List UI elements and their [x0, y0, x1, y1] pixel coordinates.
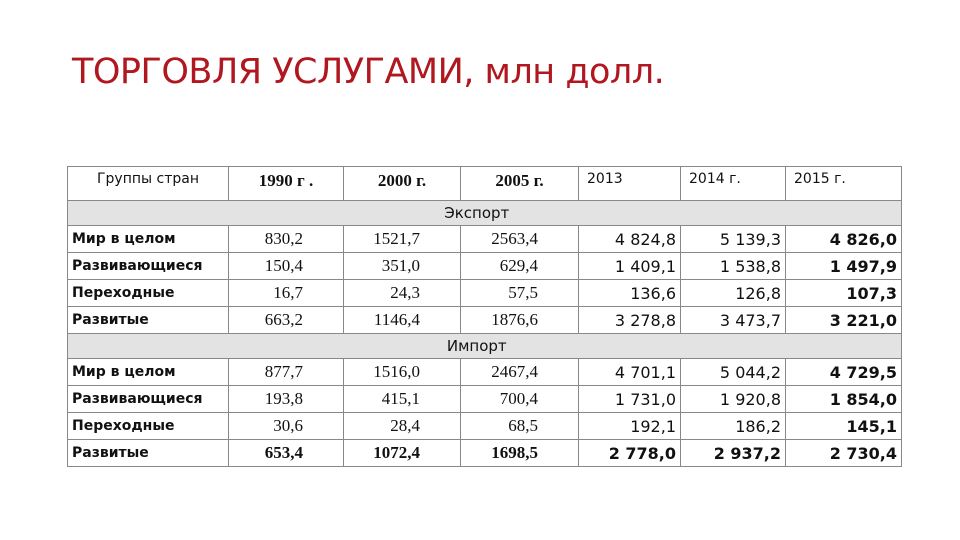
cell: 830,2	[228, 225, 344, 253]
row-label: Развивающиеся	[67, 252, 229, 280]
cell: 68,5	[460, 412, 579, 440]
cell: 1 538,8	[680, 252, 786, 280]
data-row: Развитые 653,4 1072,4 1698,5 2 778,0 2 937,2 2…	[67, 439, 902, 467]
header-row: Группы стран 1990 г . 2000 г. 2005 г. 2013 20…	[67, 166, 902, 201]
column-header: 2013	[578, 166, 681, 201]
data-row: Мир в целом 877,7 1516,0 2467,4 4 701,1 5 044…	[67, 358, 902, 386]
cell: 1698,5	[460, 439, 579, 467]
cell: 351,0	[343, 252, 461, 280]
cell: 1876,6	[460, 306, 579, 334]
cell: 24,3	[343, 279, 461, 307]
data-row: Переходные 30,6 28,4 68,5 192,1 186,2 145,1	[67, 412, 902, 440]
section-spacer	[67, 333, 229, 359]
cell: 1 731,0	[578, 385, 681, 413]
cell: 5 139,3	[680, 225, 786, 253]
trade-table: Группы стран 1990 г . 2000 г. 2005 г. 2013 20…	[67, 166, 902, 467]
cell: 145,1	[785, 412, 902, 440]
data-row: Развитые 663,2 1146,4 1876,6 3 278,8 3 473,7 3…	[67, 306, 902, 334]
cell: 2 937,2	[680, 439, 786, 467]
row-label: Развивающиеся	[67, 385, 229, 413]
cell: 16,7	[228, 279, 344, 307]
cell: 4 826,0	[785, 225, 902, 253]
cell: 1072,4	[343, 439, 461, 467]
cell: 2 730,4	[785, 439, 902, 467]
row-label: Переходные	[67, 412, 229, 440]
cell: 4 824,8	[578, 225, 681, 253]
column-header: 2000 г.	[343, 166, 461, 201]
row-label: Мир в целом	[67, 358, 229, 386]
cell: 193,8	[228, 385, 344, 413]
row-label: Развитые	[67, 439, 229, 467]
cell: 1146,4	[343, 306, 461, 334]
slide-title: ТОРГОВЛЯ УСЛУГАМИ, млн долл.	[72, 52, 665, 92]
column-header: 2015 г.	[785, 166, 902, 201]
row-label: Переходные	[67, 279, 229, 307]
cell: 3 278,8	[578, 306, 681, 334]
cell: 1 920,8	[680, 385, 786, 413]
row-label: Развитые	[67, 306, 229, 334]
section-spacer	[67, 200, 229, 226]
data-row: Переходные 16,7 24,3 57,5 136,6 126,8 107,3	[67, 279, 902, 307]
cell: 877,7	[228, 358, 344, 386]
cell: 28,4	[343, 412, 461, 440]
column-header: Группы стран	[67, 166, 229, 201]
cell: 1 854,0	[785, 385, 902, 413]
section-row: Экспорт	[67, 200, 902, 226]
cell: 186,2	[680, 412, 786, 440]
cell: 629,4	[460, 252, 579, 280]
cell: 4 701,1	[578, 358, 681, 386]
section-row: Импорт	[67, 333, 902, 359]
cell: 663,2	[228, 306, 344, 334]
cell: 126,8	[680, 279, 786, 307]
data-row: Развивающиеся 193,8 415,1 700,4 1 731,0 1 920…	[67, 385, 902, 413]
data-row: Мир в целом 830,2 1521,7 2563,4 4 824,8 5 139…	[67, 225, 902, 253]
cell: 2 778,0	[578, 439, 681, 467]
cell: 1521,7	[343, 225, 461, 253]
cell: 1516,0	[343, 358, 461, 386]
cell: 1 409,1	[578, 252, 681, 280]
cell: 30,6	[228, 412, 344, 440]
cell: 700,4	[460, 385, 579, 413]
cell: 1 497,9	[785, 252, 902, 280]
cell: 57,5	[460, 279, 579, 307]
column-header: 1990 г .	[228, 166, 344, 201]
cell: 136,6	[578, 279, 681, 307]
row-label: Мир в целом	[67, 225, 229, 253]
section-label: Импорт	[228, 333, 902, 359]
cell: 5 044,2	[680, 358, 786, 386]
column-header: 2014 г.	[680, 166, 786, 201]
cell: 3 221,0	[785, 306, 902, 334]
cell: 150,4	[228, 252, 344, 280]
section-label: Экспорт	[228, 200, 902, 226]
column-header: 2005 г.	[460, 166, 579, 201]
cell: 107,3	[785, 279, 902, 307]
cell: 415,1	[343, 385, 461, 413]
cell: 2467,4	[460, 358, 579, 386]
cell: 2563,4	[460, 225, 579, 253]
data-row: Развивающиеся 150,4 351,0 629,4 1 409,1 1 538…	[67, 252, 902, 280]
cell: 192,1	[578, 412, 681, 440]
cell: 653,4	[228, 439, 344, 467]
cell: 4 729,5	[785, 358, 902, 386]
cell: 3 473,7	[680, 306, 786, 334]
